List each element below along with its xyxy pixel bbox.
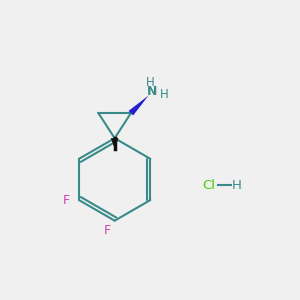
Text: H: H [146,76,154,89]
Polygon shape [111,138,119,148]
Text: N: N [147,85,158,98]
Text: F: F [63,194,70,207]
Text: Cl: Cl [202,179,215,192]
Polygon shape [129,95,148,116]
Text: F: F [104,224,111,238]
Text: H: H [160,88,169,100]
Text: H: H [232,179,242,192]
